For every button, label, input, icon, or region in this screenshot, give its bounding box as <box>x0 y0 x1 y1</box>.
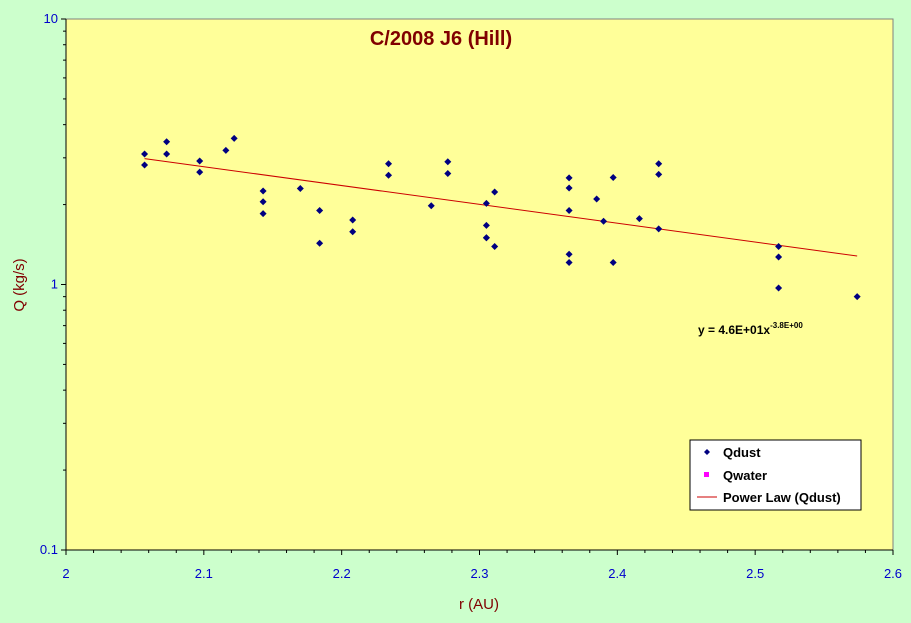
qdust-point <box>141 150 149 158</box>
qdust-point <box>565 184 573 192</box>
qdust-point <box>565 174 573 182</box>
legend-box <box>689 439 862 511</box>
qdust-point <box>775 253 783 261</box>
qdust-point <box>491 243 499 251</box>
qdust-point <box>482 234 490 242</box>
qdust-point <box>385 171 393 179</box>
legend-marker-qwater <box>704 472 709 477</box>
qdust-point <box>482 221 490 229</box>
qdust-point <box>482 199 490 207</box>
x-tick-label: 2.6 <box>884 566 902 581</box>
qdust-point <box>427 202 435 210</box>
data-points <box>141 134 861 301</box>
x-tick-label: 2.4 <box>608 566 626 581</box>
qdust-point <box>491 188 499 196</box>
legend-label-qdust: Qdust <box>723 445 761 460</box>
chart-title: C/2008 J6 (Hill) <box>370 28 512 50</box>
qdust-point <box>259 198 267 206</box>
x-tick-label: 2.1 <box>195 566 213 581</box>
qdust-point <box>316 206 324 214</box>
power-law-trendline <box>144 158 858 257</box>
qdust-point <box>163 138 171 146</box>
legend: Qdust Qwater Power Law (Qdust) <box>689 439 862 511</box>
y-tick-label: 1 <box>51 277 58 292</box>
trendline-equation: y = 4.6E+01x-3.8E+00 <box>698 321 803 337</box>
qdust-point <box>385 160 393 168</box>
qdust-point <box>655 225 663 233</box>
trendline-equation-base: y = 4.6E+01x <box>698 323 770 337</box>
qdust-point <box>163 150 171 158</box>
qdust-point <box>600 217 608 225</box>
qdust-point <box>775 243 783 251</box>
qdust-point <box>196 168 204 176</box>
qdust-point <box>141 161 149 169</box>
qdust-point <box>444 169 452 177</box>
qdust-point <box>349 228 357 236</box>
qdust-point <box>655 160 663 168</box>
qdust-point <box>593 195 601 203</box>
y-axis-label: Q (kg/s) <box>11 258 28 311</box>
qdust-point <box>655 170 663 178</box>
qdust-point <box>316 239 324 247</box>
legend-label-qwater: Qwater <box>723 468 767 483</box>
qdust-point <box>349 216 357 224</box>
y-tick-label: 10 <box>44 11 58 26</box>
trendline-equation-exponent: -3.8E+00 <box>770 321 803 330</box>
qdust-point <box>565 206 573 214</box>
qdust-point <box>853 293 861 301</box>
qdust-point <box>296 184 304 192</box>
x-tick-label: 2.5 <box>746 566 764 581</box>
qdust-point <box>775 284 783 292</box>
qdust-point <box>609 173 617 181</box>
qdust-point <box>259 210 267 218</box>
trendline-layer <box>144 158 858 257</box>
qdust-point <box>230 134 238 142</box>
qdust-point <box>565 250 573 258</box>
qdust-point <box>635 215 643 223</box>
qdust-point <box>565 259 573 267</box>
tick-labels: 0.1 1 10 2 2.1 2.2 2.3 2.4 2.5 2.6 <box>40 11 902 581</box>
qdust-point <box>196 157 204 165</box>
qdust-point <box>609 259 617 267</box>
legend-marker-qdust <box>704 449 710 455</box>
qdust-point <box>259 187 267 195</box>
x-axis-label: r (AU) <box>459 596 499 613</box>
x-tick-label: 2.2 <box>333 566 351 581</box>
y-tick-label: 0.1 <box>40 542 58 557</box>
qdust-point <box>444 158 452 166</box>
legend-label-power-law: Power Law (Qdust) <box>723 490 841 505</box>
qdust-point <box>222 146 230 154</box>
x-tick-label: 2 <box>62 566 69 581</box>
x-tick-label: 2.3 <box>470 566 488 581</box>
axes <box>61 18 894 555</box>
